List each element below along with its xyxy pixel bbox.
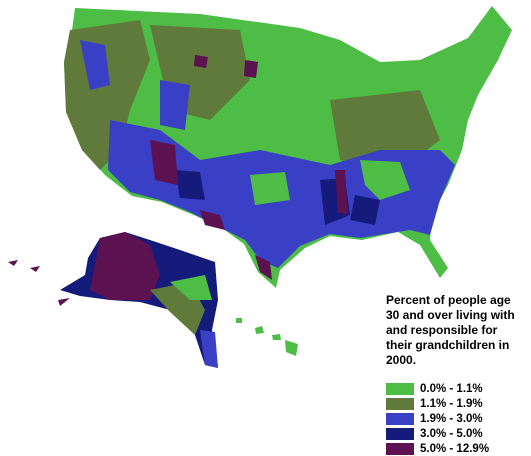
region [80,40,110,90]
legend-item: 5.0% - 12.9% [386,441,526,456]
region [170,275,212,300]
legend-label: 0.0% - 1.1% [420,382,483,395]
region [194,55,208,68]
legend-swatch [386,397,414,410]
legend-label: 5.0% - 12.9% [420,442,490,455]
region [160,80,190,130]
legend-swatch [386,382,414,395]
page: Percent of people age 30 and over living… [8,6,515,455]
region [335,170,348,215]
legend-label: 3.0% - 5.0% [420,427,483,440]
region [255,255,272,280]
legend-swatch [386,427,414,440]
aleutians [8,260,70,306]
region [90,232,160,300]
region [200,330,218,368]
region [175,170,205,200]
region [150,140,178,185]
region [350,195,380,225]
region [244,60,258,78]
legend-item: 0.0% - 1.1% [386,381,526,396]
hawaii [236,318,298,356]
legend-swatch [386,412,414,425]
legend-title: Percent of people age 30 and over living… [386,293,515,367]
region [250,172,290,205]
map [8,6,512,368]
legend-item: 1.9% - 3.0% [386,411,526,426]
legend-item: 1.1% - 1.9% [386,396,526,411]
legend-items: 0.0% - 1.1% 1.1% - 1.9% 1.9% - 3.0% 3.0% - … [386,381,526,456]
region [200,210,225,230]
legend-label: 1.9% - 3.0% [420,412,483,425]
legend-item: 3.0% - 5.0% [386,426,526,441]
legend-label: 1.1% - 1.9% [420,397,483,410]
legend-swatch [386,442,414,455]
legend: Percent of people age 30 and over living… [386,293,526,456]
region [360,160,410,200]
